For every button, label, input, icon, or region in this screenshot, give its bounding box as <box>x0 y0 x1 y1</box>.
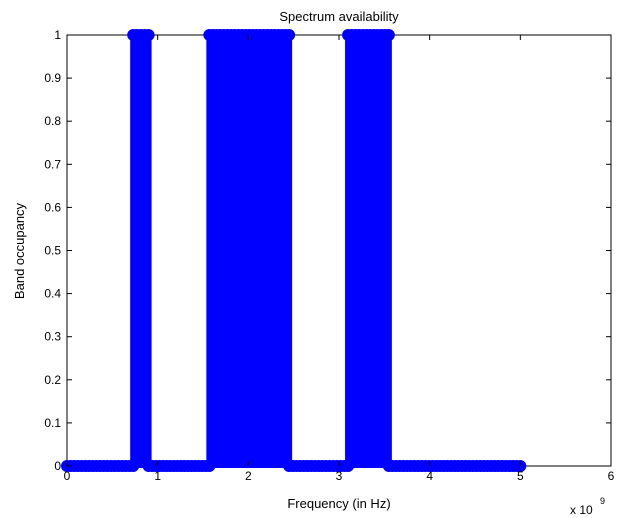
data-point <box>283 29 296 41</box>
y-tick-label: 0.3 <box>44 330 61 344</box>
occupied-band <box>346 33 391 468</box>
x-tick-label: 0 <box>64 469 71 483</box>
data-point <box>203 460 216 472</box>
y-tick-label: 0.6 <box>44 200 61 214</box>
plot-area <box>66 34 612 467</box>
data-point <box>142 29 155 41</box>
y-tick-label: 0 <box>54 459 61 473</box>
y-tick-label: 0.4 <box>44 287 61 301</box>
y-tick-label: 0.7 <box>44 157 61 171</box>
data-point <box>342 460 355 472</box>
y-axis-label: Band occupancy <box>12 202 27 299</box>
x-tick-label: 3 <box>336 469 343 483</box>
x-tick-label: 4 <box>426 469 433 483</box>
x-tick-label: 5 <box>517 469 524 483</box>
axes-layer: 0 1 2 3 4 5 6 0 0.1 0.2 0.3 0.4 0.5 0.6 0.7 0.8 0.9 1 <box>44 28 614 483</box>
y-tick-label: 0.5 <box>44 244 61 258</box>
y-tick-label: 0.9 <box>44 71 61 85</box>
data-point <box>127 460 140 472</box>
x-tick-label: 2 <box>245 469 252 483</box>
x-tick-label: 6 <box>608 469 615 483</box>
y-tick-label: 1 <box>54 28 61 42</box>
occupied-band <box>207 33 292 468</box>
y-tick-label: 0.2 <box>44 373 61 387</box>
chart-title: Spectrum availability <box>279 9 399 24</box>
data-point <box>382 29 395 41</box>
y-tick-label: 0.1 <box>44 416 61 430</box>
data-layer <box>61 29 527 472</box>
x-axis-label: Frequency (in Hz) <box>287 496 390 511</box>
y-tick-label: 0.8 <box>44 114 61 128</box>
x-tick-label: 1 <box>154 469 161 483</box>
x-multiplier-base: x 10 <box>570 503 593 517</box>
x-multiplier-exponent: 9 <box>600 496 605 506</box>
